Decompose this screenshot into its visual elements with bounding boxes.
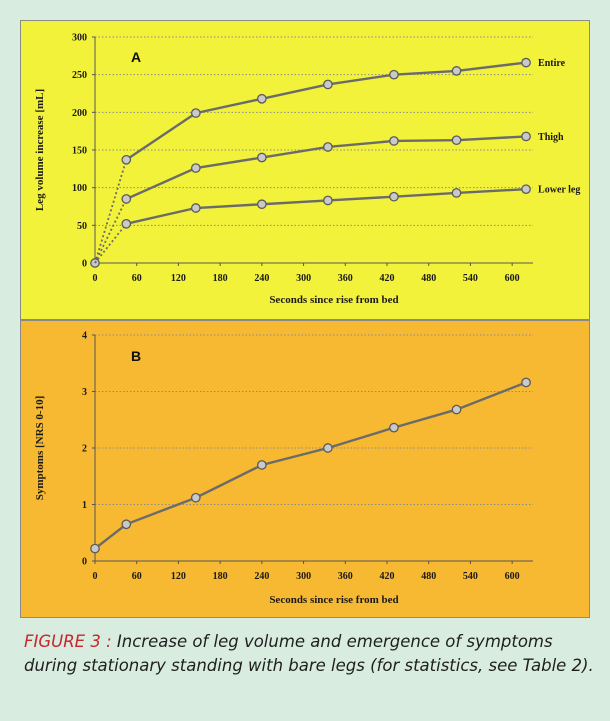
chart-a-series-entire-point bbox=[121, 154, 132, 165]
chart-a-series-entire-point bbox=[257, 93, 267, 104]
chart-a-series-thigh-point bbox=[521, 131, 531, 142]
chart-a-series-lower-leg-label: Lower leg bbox=[538, 185, 580, 196]
chart-b-panel-letter: B bbox=[131, 348, 141, 364]
chart-b-y-axis-label: Symptoms [NRS 0-10] bbox=[34, 396, 46, 501]
chart-b-y-tick-label: 1 bbox=[82, 500, 87, 511]
chart-a-x-tick-label: 300 bbox=[296, 273, 311, 284]
chart-b-x-tick-label: 300 bbox=[296, 571, 311, 582]
chart-a-series-thigh-point bbox=[190, 163, 201, 173]
chart-a-y-tick-label: 200 bbox=[72, 108, 87, 119]
chart-a-y-tick-label: 250 bbox=[72, 70, 87, 81]
chart-a-series-entire-point bbox=[521, 57, 531, 68]
chart-b-x-tick-label: 60 bbox=[132, 571, 142, 582]
chart-b-series-0-point bbox=[521, 377, 531, 388]
chart-a-series-lower-leg-point bbox=[389, 191, 399, 202]
chart-b-x-tick-label: 180 bbox=[213, 571, 228, 582]
chart-panel-b: 0 1 2 3 4 0 60 120 180 240 300 360 420 480 540 600 Secon… bbox=[20, 320, 590, 618]
chart-a-series-lower-leg-dashed-segment bbox=[94, 223, 127, 264]
chart-a-x-tick-label: 240 bbox=[254, 273, 269, 284]
chart-b-x-tick-label: 240 bbox=[254, 571, 269, 582]
chart-a-series-lower-leg-point bbox=[451, 188, 462, 198]
chart-b-x-tick-label: 120 bbox=[171, 571, 186, 582]
chart-a-y-tick-label: 0 bbox=[82, 259, 87, 270]
chart-a-series-entire-point bbox=[190, 108, 201, 118]
chart-b-series-0-point bbox=[451, 404, 462, 415]
chart-a-series-entire-point bbox=[323, 79, 333, 90]
chart-a-series-entire-dashed-segment bbox=[94, 159, 128, 264]
chart-a-y-axis-label: Leg volume increase [mL] bbox=[34, 89, 46, 211]
chart-b-y-tick-label: 0 bbox=[82, 557, 87, 568]
chart-b-series-0-point bbox=[90, 543, 100, 554]
chart-a-series-lower-leg-point bbox=[190, 203, 201, 213]
chart-b-x-tick-label: 360 bbox=[338, 571, 353, 582]
chart-a-x-tick-label: 420 bbox=[380, 273, 395, 284]
chart-a-svg: 0 50 100 150 200 250 300 0 60 120 180 240 300 360 420 4… bbox=[34, 33, 580, 307]
chart-a-x-tick-label: 0 bbox=[93, 273, 98, 284]
chart-a-series-lower-leg-point bbox=[257, 199, 267, 210]
chart-a-series-thigh-point bbox=[451, 135, 462, 146]
chart-a-x-tick-label: 360 bbox=[338, 273, 353, 284]
chart-a-series-entire-label: Entire bbox=[538, 58, 566, 69]
chart-panel-a: 0 50 100 150 200 250 300 0 60 120 180 240 300 360 420 4… bbox=[20, 20, 590, 320]
chart-b-series-0-point bbox=[190, 492, 201, 503]
chart-a-series-entire-point bbox=[451, 66, 462, 76]
chart-a-series-thigh-point bbox=[389, 136, 399, 146]
chart-a-x-tick-label: 600 bbox=[505, 273, 520, 284]
chart-b-x-tick-label: 420 bbox=[380, 571, 395, 582]
chart-a-x-tick-label: 60 bbox=[132, 273, 142, 284]
chart-a-series-thigh-point bbox=[121, 194, 132, 204]
chart-a-series-lower-leg-point bbox=[121, 218, 132, 229]
chart-a-x-tick-label: 480 bbox=[421, 273, 436, 284]
chart-b-svg: 0 1 2 3 4 0 60 120 180 240 300 360 420 480 540 600 Secon… bbox=[34, 331, 533, 606]
chart-b-series-0-point bbox=[389, 422, 399, 433]
chart-a-y-tick-label: 100 bbox=[72, 183, 87, 194]
chart-a-x-axis-label: Seconds since rise from bed bbox=[269, 294, 398, 306]
chart-b-x-tick-label: 480 bbox=[421, 571, 436, 582]
figure-caption: FIGURE 3 : Increase of leg volume and em… bbox=[24, 630, 594, 678]
chart-a-x-tick-label: 180 bbox=[213, 273, 228, 284]
figure-caption-text: Increase of leg volume and emergence of … bbox=[24, 632, 594, 675]
chart-b-series-0-line bbox=[94, 381, 527, 550]
chart-b-x-tick-label: 600 bbox=[505, 571, 520, 582]
chart-a-series-lower-leg-line bbox=[126, 187, 527, 225]
chart-a-series-lower-leg-point bbox=[323, 195, 333, 206]
chart-a-series-thigh-point bbox=[257, 152, 267, 163]
chart-a-x-tick-label: 120 bbox=[171, 273, 186, 284]
chart-a-series-lower-leg-point bbox=[521, 184, 531, 195]
chart-b-y-tick-label: 3 bbox=[82, 387, 87, 398]
chart-b-x-tick-label: 540 bbox=[463, 571, 478, 582]
chart-a-series-thigh-dashed-segment bbox=[94, 198, 128, 264]
chart-b-series-0-point bbox=[121, 519, 132, 530]
chart-a-panel-letter: A bbox=[131, 49, 141, 65]
chart-a-y-tick-label: 150 bbox=[72, 146, 87, 157]
chart-a-y-tick-label: 50 bbox=[77, 221, 87, 232]
chart-b-x-axis-label: Seconds since rise from bed bbox=[269, 594, 398, 606]
chart-a-series-thigh-point bbox=[323, 142, 333, 152]
chart-a-series-thigh-label: Thigh bbox=[538, 132, 564, 143]
chart-b-y-tick-label: 4 bbox=[82, 331, 87, 342]
chart-b-series-0-point bbox=[323, 443, 333, 453]
figure-caption-lead: FIGURE 3 : bbox=[24, 632, 112, 651]
chart-a-x-tick-label: 540 bbox=[463, 273, 478, 284]
chart-a-y-tick-label: 300 bbox=[72, 33, 87, 44]
chart-b-x-tick-label: 0 bbox=[93, 571, 98, 582]
chart-b-y-tick-label: 2 bbox=[82, 444, 87, 455]
chart-a-series-entire-point bbox=[389, 69, 399, 80]
chart-b-series-0-point bbox=[257, 460, 267, 470]
